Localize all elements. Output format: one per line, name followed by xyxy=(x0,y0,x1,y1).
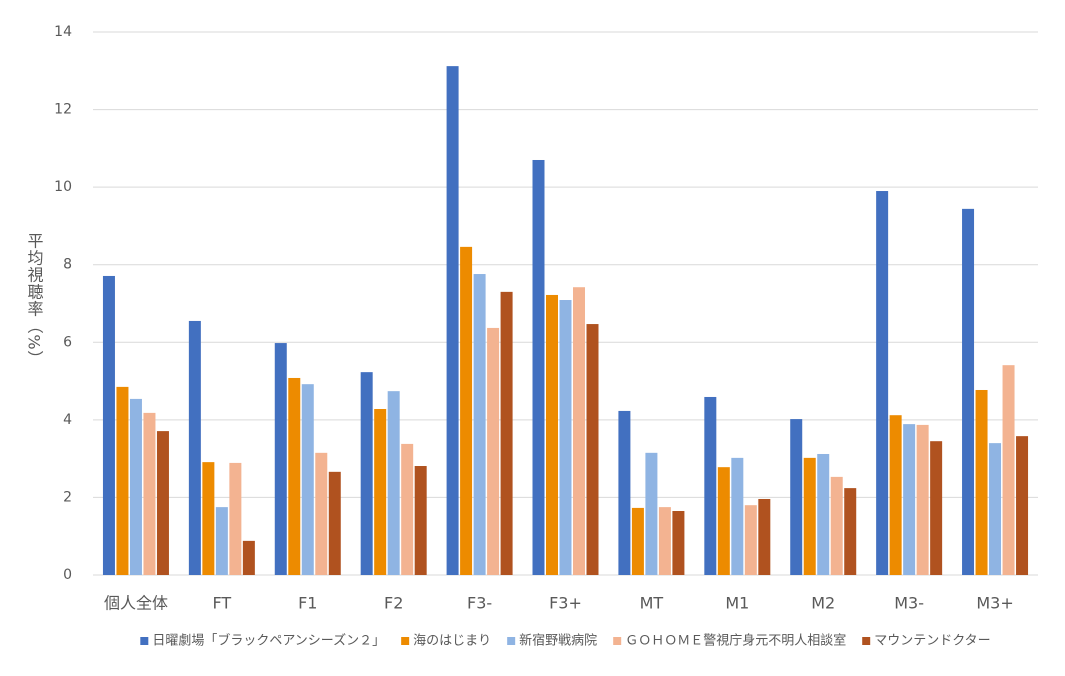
bar xyxy=(830,476,843,575)
legend-swatch xyxy=(401,637,410,645)
bar xyxy=(374,408,387,575)
bar xyxy=(460,246,473,575)
bar xyxy=(274,343,287,575)
y-tick-label: 4 xyxy=(63,412,72,428)
y-axis-label: 平均視聴率（%） xyxy=(25,232,44,367)
bar xyxy=(1016,436,1029,575)
x-tick-label: F3- xyxy=(467,594,492,613)
bar xyxy=(559,300,572,575)
bar xyxy=(301,384,314,575)
bar xyxy=(758,498,771,575)
bar xyxy=(387,391,400,575)
bar xyxy=(916,424,929,575)
bar xyxy=(414,466,427,575)
y-tick-label: 6 xyxy=(63,334,72,350)
bar xyxy=(102,275,115,575)
y-tick-label: 14 xyxy=(54,24,72,40)
x-tick-label: 個人全体 xyxy=(104,594,168,613)
bar xyxy=(631,507,644,575)
bar xyxy=(473,274,486,575)
bar xyxy=(962,208,975,575)
bar xyxy=(790,419,803,575)
bar xyxy=(731,457,744,575)
bar xyxy=(188,320,201,575)
bar xyxy=(672,511,685,575)
legend-swatch xyxy=(613,637,622,645)
bar xyxy=(288,377,301,575)
x-tick-label: F2 xyxy=(384,594,403,613)
y-tick-label: 12 xyxy=(54,102,72,118)
bar xyxy=(975,389,988,575)
legend-label: マウンテンドクター xyxy=(874,634,990,649)
bar xyxy=(328,471,341,575)
legend-swatch xyxy=(862,637,871,645)
x-tick-label: F1 xyxy=(298,594,317,613)
bar xyxy=(618,410,631,575)
bar xyxy=(889,415,902,575)
bar xyxy=(500,291,513,575)
bar xyxy=(446,66,459,575)
bar xyxy=(487,327,500,575)
bar xyxy=(143,412,156,575)
x-tick-label: M1 xyxy=(725,594,749,613)
bar xyxy=(229,462,242,575)
bar xyxy=(645,452,658,575)
y-tick-label: 8 xyxy=(63,257,72,273)
bar xyxy=(803,457,816,575)
legend-label: ＧＯＨＯＭＥ警視庁身元不明人相談室 xyxy=(625,633,846,649)
bar xyxy=(116,386,129,575)
bar xyxy=(401,443,414,575)
bar xyxy=(744,505,757,575)
bar xyxy=(1002,365,1015,575)
legend-label: 新宿野戦病院 xyxy=(519,633,597,649)
bar xyxy=(532,159,545,575)
y-tick-label: 0 xyxy=(63,567,72,583)
x-tick-label: M2 xyxy=(811,594,835,613)
bar xyxy=(876,191,889,575)
bar xyxy=(156,431,169,575)
bar xyxy=(573,287,585,575)
bar xyxy=(360,372,373,575)
legend-swatch xyxy=(140,637,149,645)
bar xyxy=(586,324,599,575)
x-tick-label: M3+ xyxy=(976,594,1013,613)
bar xyxy=(546,294,558,575)
bar xyxy=(202,462,215,575)
legend-swatch xyxy=(507,637,516,645)
x-tick-label: M3- xyxy=(894,594,924,613)
bar xyxy=(903,424,916,575)
x-tick-label: MT xyxy=(640,594,664,613)
bar xyxy=(989,443,1002,575)
bar xyxy=(129,398,142,575)
bar xyxy=(315,452,328,575)
bar xyxy=(215,507,228,575)
y-tick-label: 10 xyxy=(54,179,72,195)
legend-label: 日曜劇場「ブラックペアンシーズン２」 xyxy=(152,633,385,649)
bar xyxy=(817,453,830,575)
bar xyxy=(704,396,717,575)
bar xyxy=(844,488,857,575)
x-tick-label: F3+ xyxy=(549,594,582,613)
x-tick-label: FT xyxy=(213,594,232,613)
bar xyxy=(242,540,255,575)
legend: 日曜劇場「ブラックペアンシーズン２」 海のはじまり 新宿野戦病院 ＧＯＨＯＭＥ警視庁身… xyxy=(140,633,991,649)
legend-label: 海のはじまり xyxy=(413,634,491,649)
bar xyxy=(658,507,671,575)
bar xyxy=(717,467,730,575)
bar xyxy=(930,441,943,575)
y-tick-label: 2 xyxy=(63,489,72,505)
